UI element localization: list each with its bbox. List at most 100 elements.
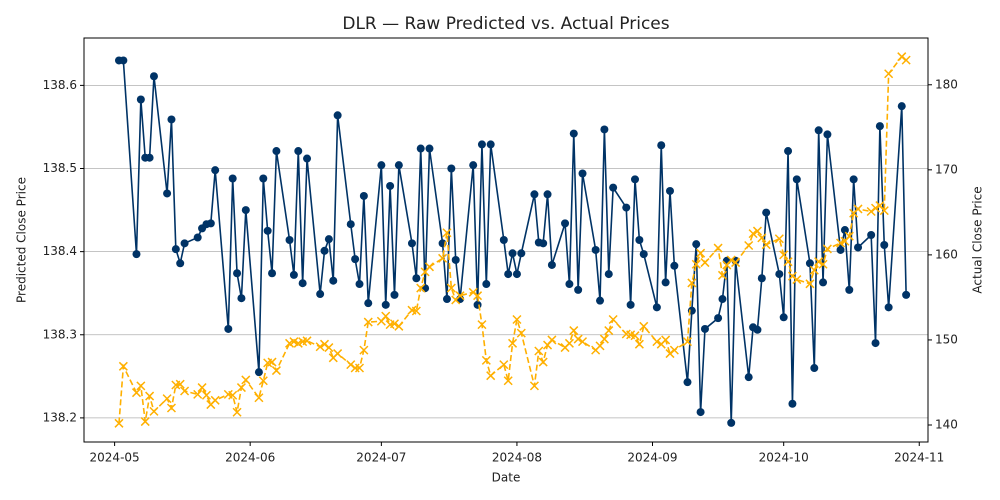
- point: [608, 314, 618, 325]
- point: [193, 233, 202, 242]
- y2-tick-label: 180: [935, 77, 958, 91]
- point: [757, 233, 767, 243]
- point: [237, 294, 246, 303]
- point: [324, 343, 334, 353]
- point: [145, 391, 155, 401]
- point: [779, 250, 789, 260]
- point: [228, 174, 237, 183]
- point: [564, 338, 574, 348]
- point: [700, 258, 710, 268]
- chart-title: DLR — Raw Predicted vs. Actual Prices: [342, 14, 669, 34]
- point: [473, 300, 482, 309]
- y2-tick-label: 140: [935, 417, 958, 431]
- point: [149, 406, 159, 416]
- point: [363, 317, 373, 327]
- point: [639, 250, 648, 259]
- point: [451, 255, 460, 264]
- point: [473, 291, 483, 301]
- point: [844, 231, 854, 241]
- point: [477, 320, 487, 330]
- point: [823, 130, 832, 139]
- plot-frame: [83, 37, 929, 443]
- point: [389, 319, 400, 329]
- point: [469, 161, 478, 170]
- point: [573, 334, 583, 344]
- y-tick-label: 138.3: [43, 327, 77, 341]
- point: [687, 278, 697, 288]
- point: [609, 183, 618, 192]
- point: [114, 418, 124, 428]
- point: [574, 285, 583, 294]
- point: [303, 154, 312, 163]
- point: [268, 269, 277, 278]
- point: [818, 259, 828, 269]
- point: [508, 249, 517, 258]
- point: [442, 295, 451, 304]
- point: [534, 346, 544, 356]
- point: [682, 337, 693, 347]
- point: [805, 279, 815, 289]
- point: [744, 240, 754, 251]
- point: [294, 147, 303, 156]
- series-line: [118, 55, 907, 424]
- point: [136, 381, 146, 391]
- point: [875, 122, 884, 131]
- point: [447, 164, 456, 173]
- point: [241, 206, 250, 215]
- point: [622, 203, 631, 212]
- point: [836, 245, 845, 254]
- point: [167, 115, 176, 124]
- x-tick-label: 2024-07: [356, 451, 406, 465]
- point: [175, 379, 185, 389]
- point: [197, 383, 207, 393]
- point: [626, 300, 635, 309]
- point: [324, 235, 333, 244]
- point: [236, 383, 246, 393]
- point: [547, 260, 556, 269]
- point: [193, 389, 203, 399]
- point: [639, 321, 649, 331]
- point: [897, 102, 906, 111]
- point: [394, 161, 403, 170]
- point: [163, 189, 172, 198]
- point: [867, 231, 876, 240]
- point: [421, 284, 430, 293]
- point: [320, 246, 329, 255]
- point: [661, 278, 670, 287]
- point: [364, 299, 373, 308]
- point: [700, 324, 709, 333]
- point: [744, 373, 753, 382]
- point: [149, 72, 158, 81]
- point: [201, 390, 211, 400]
- point: [119, 56, 128, 65]
- point: [298, 279, 307, 288]
- point: [258, 376, 268, 386]
- point: [263, 226, 272, 235]
- point: [822, 244, 832, 254]
- point: [386, 181, 395, 190]
- point: [539, 239, 548, 248]
- point: [355, 280, 364, 289]
- y-tick-label: 138.4: [43, 244, 77, 258]
- point: [346, 220, 355, 229]
- point: [176, 259, 185, 268]
- point: [792, 175, 801, 184]
- point: [285, 236, 294, 244]
- point: [717, 270, 727, 280]
- point: [902, 290, 911, 299]
- point: [233, 269, 242, 278]
- point: [354, 363, 365, 373]
- point: [302, 336, 312, 346]
- point: [224, 324, 233, 333]
- point: [171, 245, 180, 254]
- y-tick-label: 138.5: [43, 161, 77, 175]
- point: [377, 161, 386, 170]
- point: [547, 335, 557, 345]
- point: [713, 243, 723, 253]
- point: [210, 395, 220, 405]
- point: [635, 236, 644, 244]
- point: [508, 338, 518, 348]
- point: [499, 360, 509, 370]
